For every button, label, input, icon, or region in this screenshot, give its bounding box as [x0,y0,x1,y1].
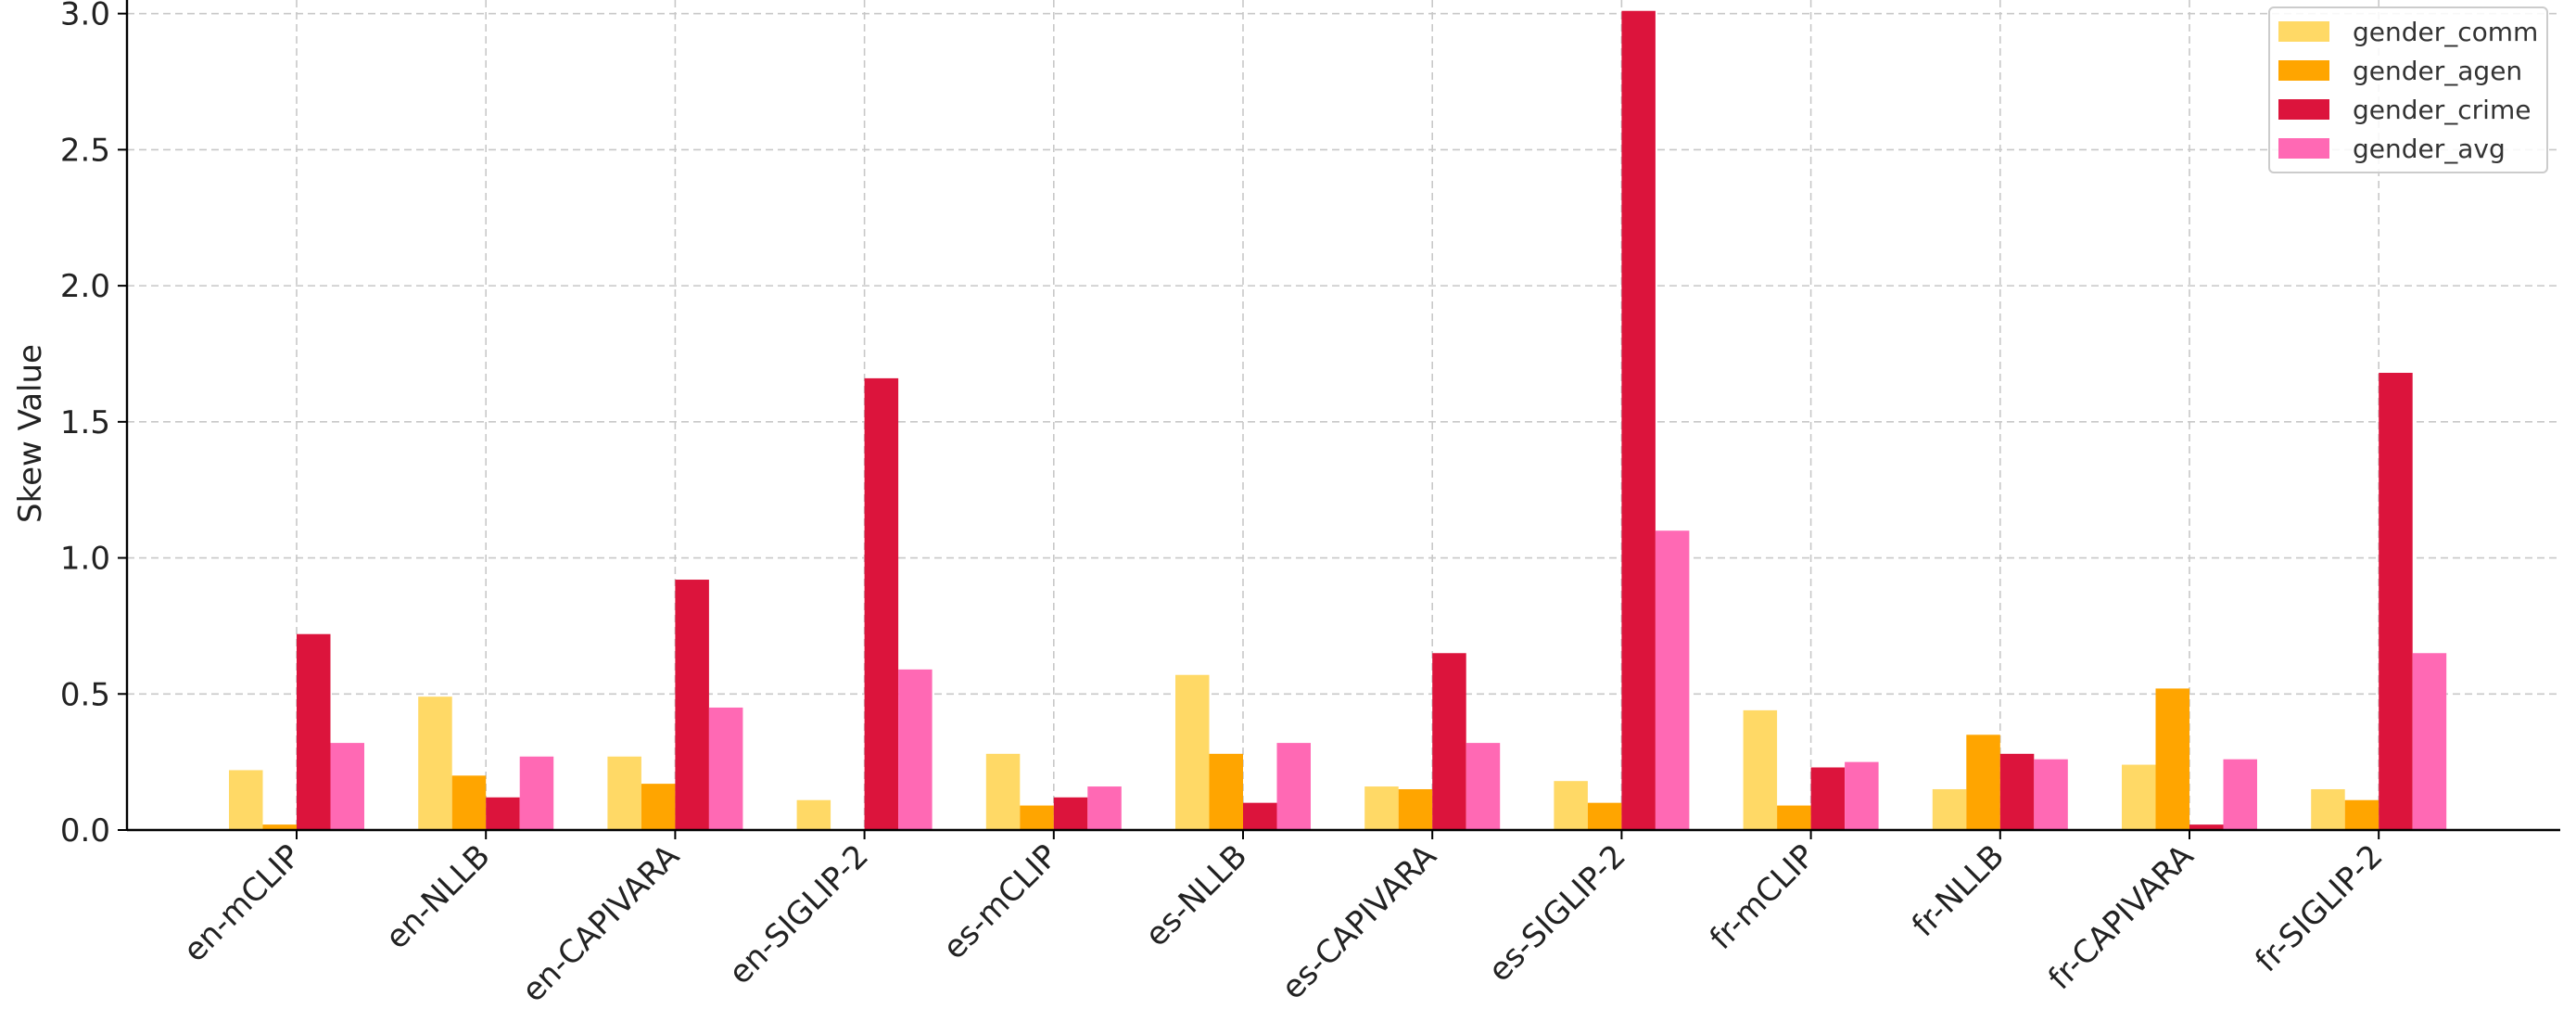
bar-gender_avg-fr-SIGLIP-2 [2412,653,2447,830]
bar-gender_agen-en-CAPIVARA [641,784,676,830]
legend-label: gender_agen [2353,56,2522,86]
bar-gender_avg-es-CAPIVARA [1466,743,1501,830]
bar-gender_agen-fr-mCLIP [1777,805,1811,830]
x-tick-label: fr-SIGLIP-2 [2248,837,2390,979]
bar-gender_crime-fr-CAPIVARA [2189,824,2224,830]
x-tick-label: es-CAPIVARA [1275,837,1444,1007]
x-tick-label: en-SIGLIP-2 [722,837,876,991]
x-tick-label: es-NLLB [1138,837,1255,954]
bar-gender_comm-fr-SIGLIP-2 [2311,788,2345,830]
y-tick-label: 3.0 [60,0,110,33]
bar-gender_agen-fr-SIGLIP-2 [2344,799,2379,830]
legend-label: gender_avg [2353,134,2506,164]
bar-gender_comm-fr-mCLIP [1743,709,1778,830]
legend: gender_comm gender_agen gender_crimegender… [2268,6,2548,173]
bar-gender_comm-es-CAPIVARA [1364,786,1399,830]
bar-gender_agen-en-NLLB [451,775,487,830]
bar-gender_avg-fr-mCLIP [1845,761,1879,830]
bar-gender_avg-fr-CAPIVARA [2223,759,2257,830]
legend-swatch-gender_comm [2278,21,2329,42]
x-tick-label: es-SIGLIP-2 [1481,837,1633,990]
bar-gender_crime-en-SIGLIP-2 [864,377,899,830]
bar-gender_crime-fr-NLLB [1999,753,2035,830]
bar-gender_avg-en-CAPIVARA [708,707,743,830]
y-tick-label: 2.0 [60,268,110,305]
bar-gender_agen-en-mCLIP [262,824,297,830]
legend-label: gender_crime [2353,95,2531,125]
bar-gender_crime-es-SIGLIP-2 [1621,10,1656,830]
grid-layer [127,0,2560,831]
x-tick-labels: en-mCLIP en-NLLB en-CAPIVARA en-SIGLIP-2 es-… [176,837,2390,1009]
bar-gender_comm-en-mCLIP [229,770,263,830]
bar-gender_crime-en-NLLB [486,797,520,830]
bar-gender_comm-en-SIGLIP-2 [796,799,831,830]
bar-gender_comm-es-NLLB [1175,674,1210,830]
bar-gender_agen-es-SIGLIP-2 [1587,802,1622,830]
bar-gender_agen-es-CAPIVARA [1398,788,1433,830]
bar-gender_comm-es-SIGLIP-2 [1554,781,1588,830]
legend-swatch-gender_avg [2278,138,2329,159]
y-tick-label: 0.0 [60,812,110,850]
x-tick-label: fr-CAPIVARA [2041,837,2201,997]
y-tick-label: 2.5 [60,132,110,169]
bar-gender_avg-es-NLLB [1276,743,1311,830]
bar-gender_comm-en-CAPIVARA [607,756,641,830]
bar-gender_avg-en-SIGLIP-2 [898,669,933,830]
bar-gender_crime-es-NLLB [1243,802,1277,830]
bar-gender_agen-fr-NLLB [1966,735,2000,830]
bar-gender_comm-fr-CAPIVARA [2122,764,2156,830]
y-tick-label: 0.5 [60,676,110,713]
x-tick-label: es-mCLIP [936,837,1065,966]
legend-swatch-gender_crime [2278,99,2329,120]
legend-label: gender_comm [2353,17,2538,47]
bar-gender_comm-fr-NLLB [1932,788,1967,830]
legend-box [2268,6,2548,173]
bar-gender_agen-es-mCLIP [1020,805,1054,830]
y-tick-label: 1.5 [60,404,110,441]
bar-gender_crime-fr-mCLIP [1810,767,1846,830]
y-axis-label: Skew Value [12,344,49,523]
bar-gender_avg-fr-NLLB [2034,759,2068,830]
x-tick-label: en-NLLB [378,837,497,956]
x-tick-label: en-CAPIVARA [514,837,686,1009]
bar-gender_crime-fr-SIGLIP-2 [2379,373,2413,830]
x-tick-label: en-mCLIP [176,837,308,969]
bar-gender_agen-es-NLLB [1209,753,1243,830]
bar-gender_crime-en-mCLIP [297,633,331,830]
y-tick-labels: 0.0 0.5 1.0 1.5 2.0 2.5 3.0 [60,0,110,850]
bar-gender_agen-fr-CAPIVARA [2155,688,2189,830]
bar-gender_crime-en-CAPIVARA [675,580,709,830]
bar-gender_avg-en-NLLB [519,756,554,830]
x-tick-label: fr-NLLB [1905,837,2011,944]
axes-layer [118,0,2560,839]
legend-swatch-gender_agen [2278,60,2329,81]
y-tick-label: 1.0 [60,541,110,578]
bars-layer [229,10,2447,830]
bar-gender_avg-es-mCLIP [1087,786,1122,830]
bar-gender_crime-es-CAPIVARA [1432,653,1466,830]
bar-gender_comm-en-NLLB [418,696,452,830]
bar-gender_crime-es-mCLIP [1053,797,1088,830]
x-tick-label: fr-mCLIP [1703,837,1822,957]
bar-gender_avg-en-mCLIP [330,743,364,830]
bar-gender_comm-es-mCLIP [985,753,1021,830]
bar-gender_avg-es-SIGLIP-2 [1655,530,1690,830]
